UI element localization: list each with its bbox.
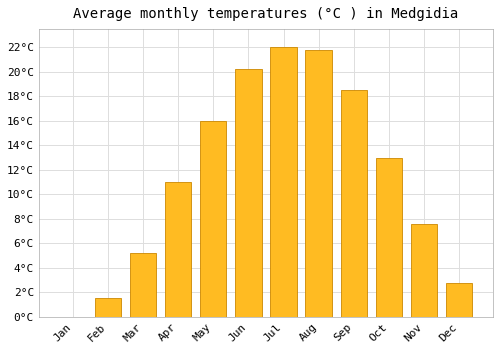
Bar: [130, 253, 156, 317]
Bar: [340, 90, 367, 317]
Bar: [270, 47, 296, 317]
Bar: [306, 50, 332, 317]
Bar: [376, 158, 402, 317]
Bar: [446, 282, 472, 317]
Title: Average monthly temperatures (°C ) in Medgidia: Average monthly temperatures (°C ) in Me…: [74, 7, 458, 21]
Bar: [411, 224, 438, 317]
Bar: [94, 299, 121, 317]
Bar: [200, 121, 226, 317]
Bar: [165, 182, 191, 317]
Bar: [235, 69, 262, 317]
